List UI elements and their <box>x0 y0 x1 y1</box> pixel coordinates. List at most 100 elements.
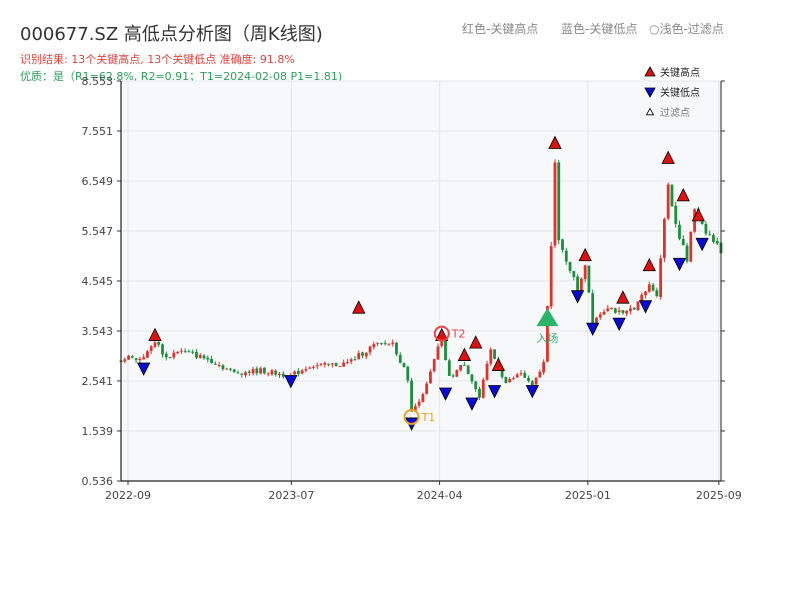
candle-body <box>636 301 640 311</box>
candle-body <box>364 352 368 357</box>
candle-body <box>376 342 380 344</box>
candle-body <box>489 349 493 364</box>
candle-body <box>304 369 308 371</box>
candle-body <box>334 362 338 366</box>
candle-body <box>421 394 425 402</box>
candle-body <box>391 342 395 344</box>
x-tick-label: 2022-09 <box>105 489 151 502</box>
candle-body <box>221 365 225 369</box>
legend-high-label: 关键高点 <box>660 66 700 79</box>
candle-body <box>455 370 459 377</box>
candle-body <box>470 374 474 382</box>
candle-body <box>278 373 281 376</box>
candle-body <box>402 363 406 367</box>
key-low-marker <box>695 237 709 252</box>
candle-body <box>134 358 138 361</box>
candle-body <box>466 365 470 374</box>
candle-body <box>595 317 598 324</box>
legend-red-label: 红色-关键高点 <box>462 22 539 36</box>
candle-body <box>451 375 455 377</box>
candle-body <box>281 373 285 377</box>
legend-low-icon <box>644 87 656 98</box>
candle-body <box>602 311 606 315</box>
candle-body <box>625 310 629 314</box>
candle-body <box>346 362 349 364</box>
candle-body <box>179 350 183 352</box>
y-tick-label: 3.543 <box>82 325 114 338</box>
candle-body <box>553 162 557 246</box>
key-low-marker <box>672 257 687 272</box>
candle-body <box>478 388 481 398</box>
candle-body <box>308 367 312 369</box>
candle-body <box>195 352 198 358</box>
candle-body <box>549 246 553 307</box>
legend-filtered-icon <box>645 107 655 116</box>
candle-body <box>704 224 708 234</box>
y-tick-label: 4.545 <box>82 275 114 288</box>
legend-blue-label: 蓝色-关键低点 <box>561 22 638 36</box>
candle-body <box>149 346 153 352</box>
candle-body <box>485 363 489 380</box>
candle-body <box>244 372 247 376</box>
key-low-marker <box>612 317 626 332</box>
candle-body <box>685 245 689 262</box>
candle-body <box>349 359 353 362</box>
key-high-marker <box>661 150 675 164</box>
candle-body <box>538 371 542 378</box>
candle-body <box>232 369 236 373</box>
x-tick-label: 2024-04 <box>417 489 463 502</box>
candle-body <box>564 250 568 262</box>
candle-body <box>606 308 610 312</box>
y-tick-label: 6.549 <box>82 175 114 188</box>
key-high-marker <box>642 257 656 272</box>
candle-body <box>240 373 244 375</box>
candle-body <box>312 366 315 368</box>
legend-low-label: 关键低点 <box>660 86 700 99</box>
x-tick-label: 2023-07 <box>268 489 314 502</box>
candle-body <box>613 308 617 313</box>
candle-body <box>617 310 621 313</box>
candle-body <box>342 362 346 367</box>
candle-body <box>236 372 240 374</box>
legend-filtered-label: 过滤点 <box>660 106 690 119</box>
candle-body <box>500 368 504 377</box>
candle-body <box>629 308 632 312</box>
candle-body <box>361 352 364 356</box>
candle-body <box>323 362 327 365</box>
y-tick-label: 0.536 <box>82 475 114 488</box>
candle-body <box>515 374 519 378</box>
key-high-marker <box>457 347 472 361</box>
key-high-marker <box>548 135 562 149</box>
key-high-marker <box>352 300 366 314</box>
candle-body <box>655 290 659 297</box>
candle-body <box>127 355 130 360</box>
y-tick-label: 2.541 <box>82 375 114 388</box>
entry-label: 入场 <box>536 331 558 345</box>
candle-body <box>168 356 172 358</box>
candle-body <box>410 380 413 412</box>
candle-body <box>572 271 576 278</box>
key-high-marker <box>676 188 690 202</box>
key-low-marker <box>638 300 653 314</box>
candle-body <box>191 351 195 353</box>
candle-body <box>561 239 564 250</box>
candle-body <box>146 351 149 358</box>
candle-body <box>293 371 296 375</box>
candle-body <box>187 351 191 353</box>
chart-title: 000677.SZ 高低点分析图（周K线图) <box>20 24 323 45</box>
candle-body <box>583 265 587 280</box>
candle-body <box>670 184 674 207</box>
candle-body <box>610 307 613 309</box>
y-tick-label: 1.539 <box>82 425 114 438</box>
candle-body <box>138 358 142 361</box>
candle-body <box>296 370 300 374</box>
key-low-marker <box>525 385 539 399</box>
candle-body <box>274 370 278 375</box>
candle-body <box>674 205 678 224</box>
candle-body <box>372 344 376 348</box>
candle-body <box>659 258 663 297</box>
candle-body <box>644 291 647 296</box>
candle-body <box>417 401 421 406</box>
candle-body <box>247 371 251 373</box>
t1-label: T1 <box>421 411 436 424</box>
